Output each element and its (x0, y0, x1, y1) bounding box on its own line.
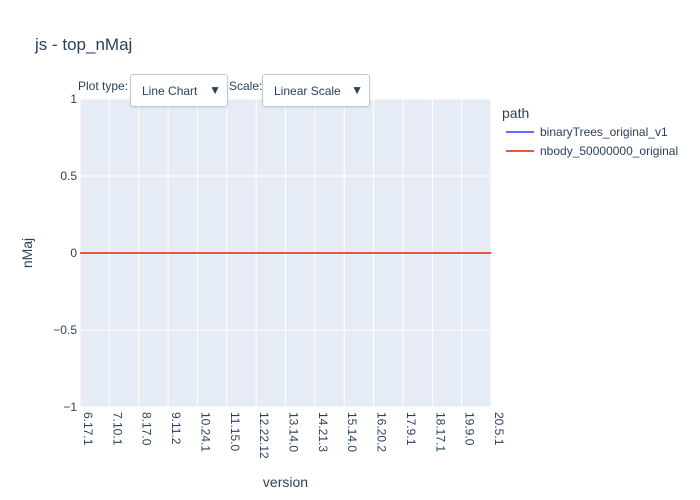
x-tick-label: 12.22.12 (257, 412, 271, 459)
x-tick-label: 18.17.1 (433, 412, 447, 452)
x-tick-label: 16.20.2 (375, 412, 389, 452)
legend-title: path (502, 105, 529, 121)
x-tick-label: 14.21.3 (316, 412, 330, 452)
chart-title: js - top_nMaj (34, 35, 132, 54)
y-tick-labels: 1 0.5 0 −0.5 −1 (53, 92, 77, 414)
plot-type-dropdown-value: Line Chart (142, 84, 198, 98)
triangle-down-icon: ▼ (209, 83, 221, 97)
x-tick-label: 13.14.0 (287, 412, 301, 452)
x-tick-label: 6.17.1 (81, 412, 95, 446)
triangle-down-icon: ▼ (351, 83, 363, 97)
legend-label: binaryTrees_original_v1 (540, 125, 668, 139)
x-tick-label: 8.17.0 (140, 412, 154, 446)
x-axis-title: version (263, 474, 308, 490)
x-tick-label: 17.9.1 (404, 412, 418, 446)
x-tick-label: 10.24.1 (198, 412, 212, 452)
y-tick-label: 0.5 (60, 169, 77, 183)
legend-label: nbody_50000000_original (540, 144, 678, 158)
y-axis-title: nMaj (19, 238, 35, 268)
scale-dropdown[interactable]: Linear Scale ▼ (262, 74, 370, 107)
plot-type-dropdown[interactable]: Line Chart ▼ (130, 74, 228, 107)
scale-label: Scale: (229, 79, 263, 93)
x-tick-label: 7.10.1 (110, 412, 124, 446)
x-tick-label: 20.5.1 (492, 412, 506, 446)
scale-dropdown-value: Linear Scale (274, 84, 341, 98)
x-tick-label: 19.9.0 (463, 412, 477, 446)
x-tick-label: 15.14.0 (345, 412, 359, 452)
y-tick-label: 1 (70, 92, 77, 106)
y-tick-label: −1 (63, 400, 77, 414)
legend-item-1[interactable]: nbody_50000000_original (506, 144, 678, 158)
y-tick-label: −0.5 (53, 323, 77, 337)
legend-item-0[interactable]: binaryTrees_original_v1 (506, 125, 668, 139)
x-tick-label: 9.11.2 (169, 412, 183, 445)
plot-type-label: Plot type: (78, 79, 129, 93)
x-tick-label: 11.15.0 (228, 412, 242, 451)
legend: path binaryTrees_original_v1 nbody_500000… (502, 105, 678, 158)
x-tick-labels: 6.17.1 7.10.1 8.17.0 9.11.2 10.24.1 11.15.0 12… (81, 412, 506, 459)
y-tick-label: 0 (70, 246, 77, 260)
